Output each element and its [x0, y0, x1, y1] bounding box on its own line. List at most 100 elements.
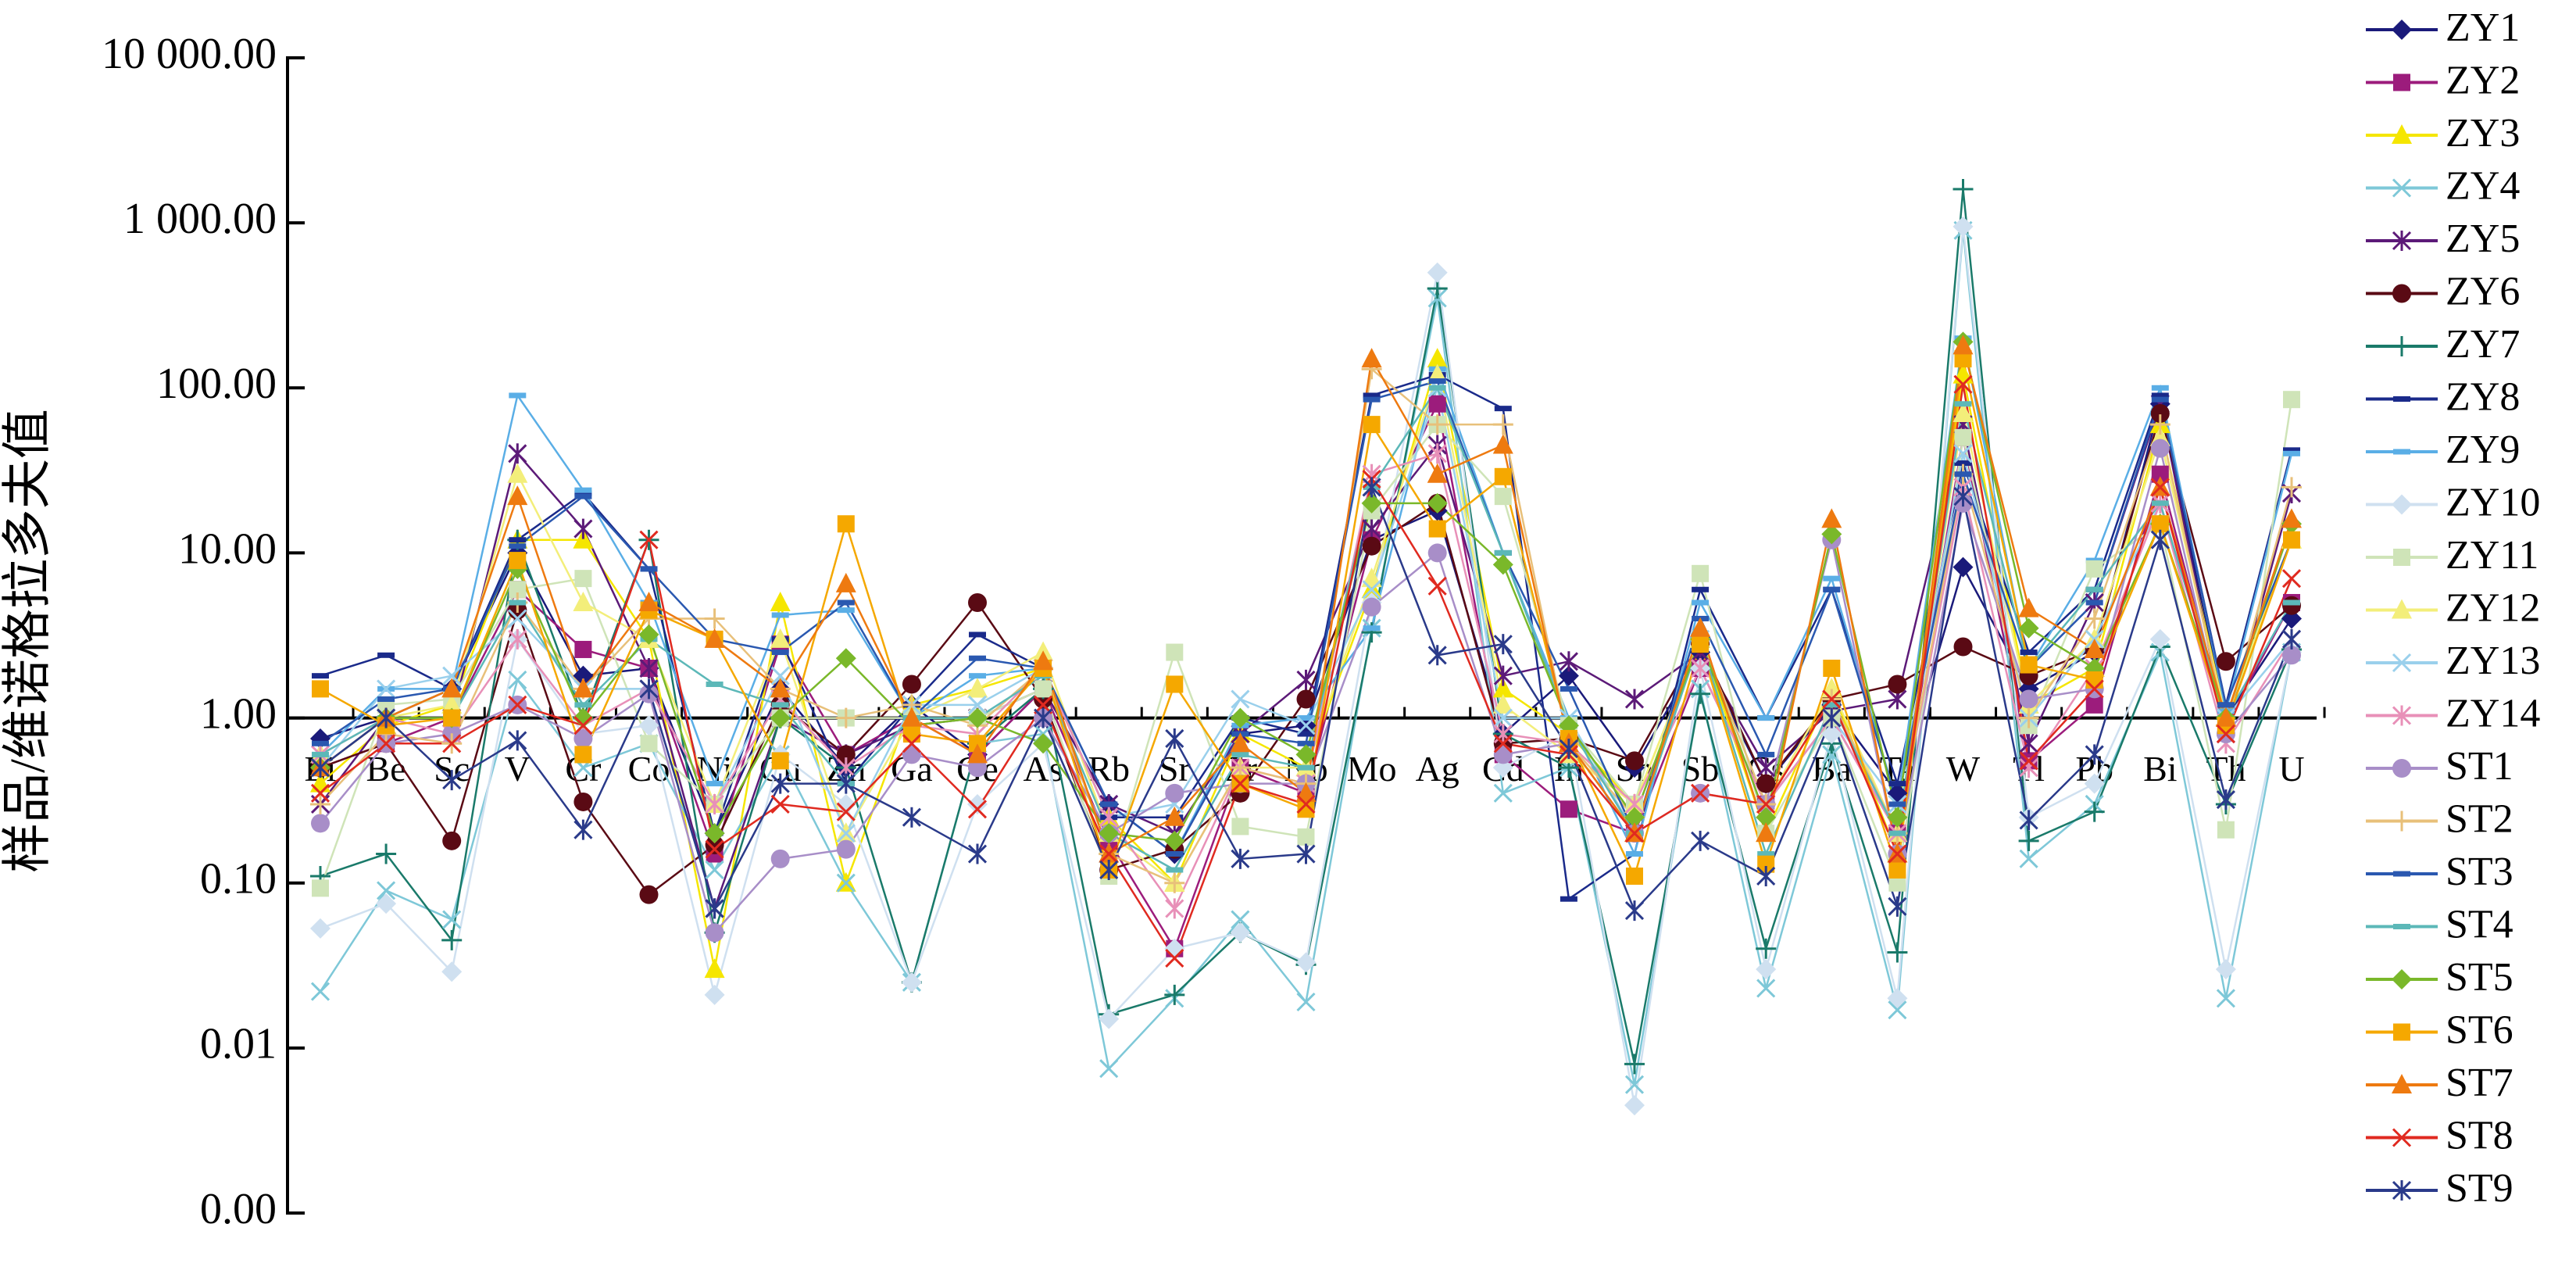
data-point-part	[1493, 724, 1513, 745]
data-point	[638, 591, 659, 611]
data-point	[771, 612, 789, 618]
data-point	[1361, 492, 1382, 514]
legend-marker-part	[2393, 1023, 2410, 1041]
data-point-part	[969, 735, 986, 753]
data-point	[1888, 830, 1906, 836]
data-point	[704, 984, 725, 1005]
legend-marker	[2393, 924, 2410, 929]
data-point	[640, 566, 658, 572]
data-point-part	[2217, 702, 2235, 708]
legend-marker	[2392, 20, 2412, 40]
data-point	[573, 707, 594, 728]
data-point	[573, 716, 593, 735]
y-tick-label: 0.01	[200, 1020, 277, 1068]
data-point	[376, 893, 397, 914]
data-point-part	[1624, 900, 1645, 922]
data-point-part	[573, 678, 594, 698]
legend-marker-part	[2392, 1180, 2412, 1201]
data-point	[1888, 861, 1906, 879]
data-point-part	[376, 843, 397, 864]
data-point-part	[1231, 689, 1250, 709]
data-point-part	[1690, 617, 1711, 637]
data-point-part	[1888, 781, 1906, 787]
data-point-part	[1756, 822, 1777, 843]
y-tick-label: 10.00	[178, 524, 277, 573]
data-point	[1100, 801, 1118, 807]
data-point	[1624, 1075, 1645, 1094]
data-point	[639, 885, 659, 904]
series-line	[320, 374, 2293, 901]
data-point	[1231, 774, 1250, 793]
data-point-part	[1034, 707, 1053, 728]
legend-marker-part	[2392, 1074, 2412, 1093]
data-point-part	[1427, 348, 1448, 368]
legend-marker	[2392, 231, 2412, 251]
data-point	[312, 740, 329, 746]
data-point-part	[969, 632, 986, 638]
data-point-part	[2151, 465, 2169, 483]
data-point-part	[1626, 851, 1643, 857]
data-point	[770, 678, 791, 698]
data-point	[969, 655, 986, 661]
y-tick-label: 0.00	[200, 1185, 277, 1233]
data-point-part	[1756, 959, 1777, 980]
data-point	[1165, 948, 1184, 968]
data-point	[1493, 745, 1513, 764]
data-point	[1164, 984, 1185, 1005]
data-point-part	[1494, 467, 1512, 485]
data-point	[1166, 675, 1184, 693]
data-point	[2150, 438, 2170, 458]
data-point	[1099, 860, 1119, 880]
legend-marker	[2392, 336, 2412, 356]
y-tick-label: 10 000.00	[102, 30, 277, 78]
data-point	[2216, 789, 2235, 811]
data-point	[1493, 734, 1513, 753]
data-point-part	[2085, 744, 2104, 765]
data-point	[2281, 508, 2302, 528]
data-point	[312, 673, 329, 679]
y-axis-label: 样品/维诺格拉多夫值	[0, 409, 55, 873]
data-point	[1361, 567, 1382, 588]
data-point-part	[1626, 867, 1643, 885]
data-point-part	[1624, 1075, 1645, 1094]
data-point-part	[573, 728, 593, 748]
data-point	[2150, 529, 2170, 550]
data-point-part	[835, 793, 856, 814]
data-point-part	[1428, 378, 1446, 385]
data-point	[704, 628, 725, 648]
data-point-part	[1492, 434, 1513, 454]
data-point	[2283, 531, 2300, 549]
data-point	[1888, 781, 1906, 787]
data-point	[835, 707, 856, 728]
data-point	[705, 793, 724, 814]
data-point	[1822, 745, 1842, 764]
data-point	[2019, 751, 2038, 771]
data-point-part	[2085, 586, 2103, 592]
data-point-part	[443, 709, 461, 727]
data-point-part	[836, 839, 856, 859]
data-point	[1757, 715, 1775, 721]
data-point-part	[507, 463, 528, 483]
data-point	[639, 658, 659, 679]
data-point	[1296, 794, 1316, 814]
data-point	[1823, 586, 1841, 592]
data-point-part	[442, 831, 462, 850]
data-point-part	[2151, 385, 2169, 391]
data-point-part	[573, 665, 594, 686]
data-point-part	[1427, 463, 1448, 483]
data-point	[1757, 851, 1775, 857]
data-point	[837, 607, 855, 614]
data-point-part	[2282, 646, 2301, 665]
data-point-part	[1822, 745, 1842, 764]
data-point	[2085, 560, 2103, 578]
data-point	[1624, 824, 1645, 843]
data-point-part	[1493, 665, 1513, 686]
data-point-part	[638, 624, 659, 645]
data-point-part	[573, 716, 593, 735]
data-point-part	[1363, 396, 1381, 403]
data-point-part	[1954, 428, 1972, 446]
data-point	[1757, 751, 1775, 757]
data-point-part	[509, 552, 527, 570]
data-point	[1494, 549, 1512, 556]
data-point	[1427, 645, 1447, 666]
